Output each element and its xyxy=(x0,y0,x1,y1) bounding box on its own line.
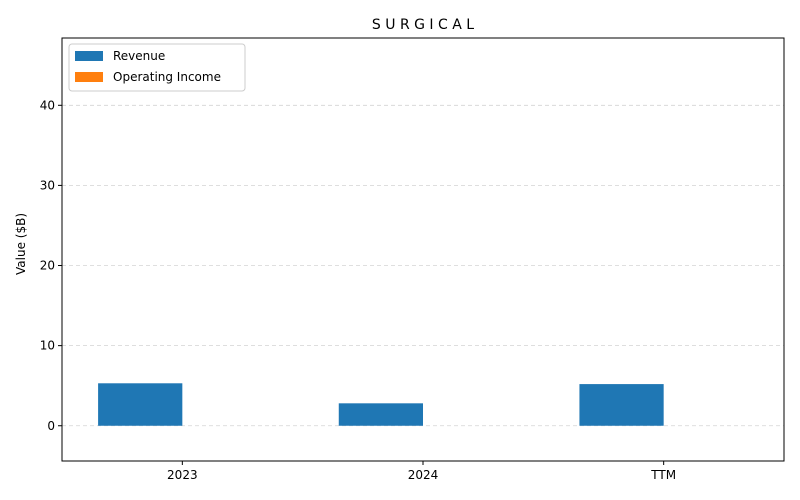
x-tick-label-2024: 2024 xyxy=(408,468,439,482)
y-tick-label-40: 40 xyxy=(40,98,55,112)
legend-label-revenue: Revenue xyxy=(113,49,165,63)
x-axis: 2023 2024 TTM xyxy=(167,461,676,482)
y-tick-label-30: 30 xyxy=(40,178,55,192)
y-axis: 0 10 20 30 40 xyxy=(40,98,62,433)
legend-swatch-revenue xyxy=(75,51,103,61)
y-tick-label-10: 10 xyxy=(40,339,55,353)
chart-title: S U R G I C A L xyxy=(372,17,474,33)
gridlines xyxy=(62,104,784,427)
legend-label-operating-income: Operating Income xyxy=(113,70,221,84)
y-tick-label-20: 20 xyxy=(40,259,55,273)
legend: Revenue Operating Income xyxy=(68,43,246,92)
bars xyxy=(98,383,664,426)
y-tick-label-0: 0 xyxy=(47,419,55,433)
bar-revenue-2023 xyxy=(98,383,183,426)
legend-box xyxy=(68,43,246,92)
y-axis-title: Value ($B) xyxy=(14,213,28,275)
bar-revenue-ttm xyxy=(579,384,664,426)
x-tick-label-2023: 2023 xyxy=(167,468,198,482)
legend-swatch-operating-income xyxy=(75,72,103,82)
bar-revenue-2024 xyxy=(338,403,423,426)
x-tick-label-ttm: TTM xyxy=(650,468,676,482)
